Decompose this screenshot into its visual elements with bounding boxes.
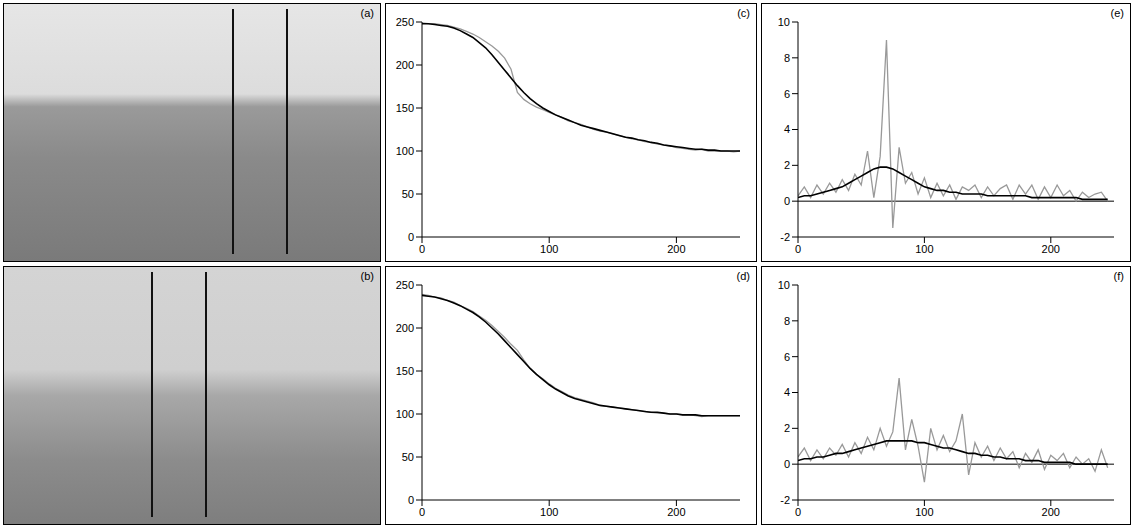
html-text:(e): (e): [1110, 7, 1124, 19]
svg-text:150: 150: [396, 102, 414, 114]
svg-text:200: 200: [1042, 506, 1060, 518]
svg-text:0: 0: [795, 243, 801, 255]
svg-text:0: 0: [419, 243, 425, 255]
svg-text:0: 0: [784, 195, 790, 207]
svg-text:10: 10: [778, 279, 790, 291]
svg-text:200: 200: [667, 243, 685, 255]
html-text:(d): (d): [736, 270, 750, 282]
svg-text:2: 2: [784, 422, 790, 434]
svg-text:6: 6: [784, 88, 790, 100]
svg-text:0: 0: [408, 231, 414, 243]
svg-text:200: 200: [1042, 243, 1060, 255]
svg-text:100: 100: [396, 408, 414, 420]
svg-text:200: 200: [667, 506, 685, 518]
svg-text:50: 50: [402, 451, 414, 463]
svg-text:2: 2: [784, 159, 790, 171]
svg-text:100: 100: [540, 243, 558, 255]
svg-text:250: 250: [396, 279, 414, 291]
svg-text:0: 0: [784, 458, 790, 470]
svg-text:0: 0: [795, 506, 801, 518]
svg-text:250: 250: [396, 16, 414, 28]
html-text:(c): (c): [737, 7, 750, 19]
svg-text:100: 100: [915, 506, 933, 518]
html-text:(f): (f): [1113, 270, 1124, 282]
svg-text:4: 4: [784, 123, 790, 135]
svg-text:0: 0: [408, 494, 414, 506]
svg-text:8: 8: [784, 315, 790, 327]
svg-text:200: 200: [396, 322, 414, 334]
svg-text:150: 150: [396, 365, 414, 377]
svg-text:0: 0: [419, 506, 425, 518]
svg-text:-2: -2: [780, 231, 790, 243]
svg-text:10: 10: [778, 16, 790, 28]
svg-text:100: 100: [396, 145, 414, 157]
html-text:(b): (b): [360, 270, 374, 282]
html-text:(a): (a): [360, 7, 374, 19]
svg-text:200: 200: [396, 59, 414, 71]
svg-text:100: 100: [540, 506, 558, 518]
svg-text:100: 100: [915, 243, 933, 255]
svg-text:4: 4: [784, 386, 790, 398]
svg-text:50: 50: [402, 188, 414, 200]
svg-text:8: 8: [784, 52, 790, 64]
svg-text:-2: -2: [780, 494, 790, 506]
svg-text:6: 6: [784, 351, 790, 363]
